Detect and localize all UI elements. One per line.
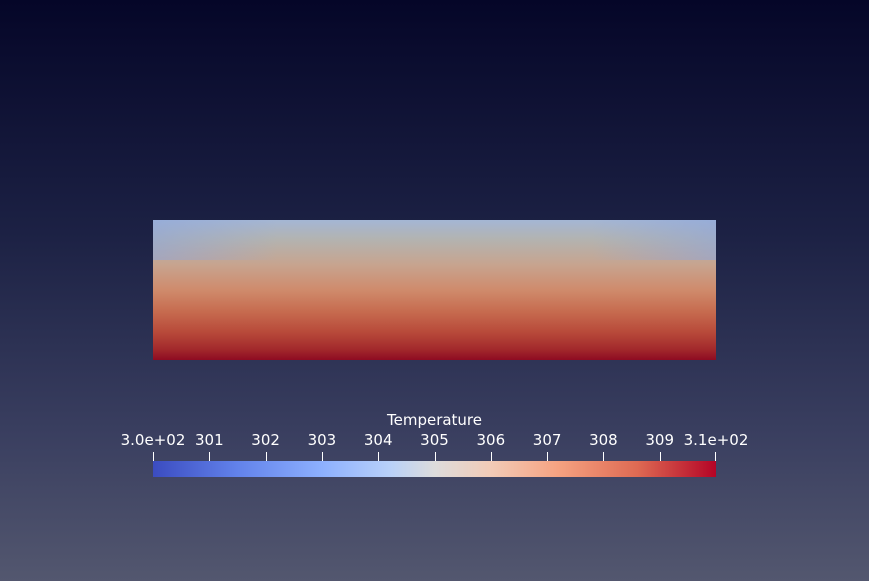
temperature-field-slab — [153, 220, 716, 360]
colorbar-title: Temperature — [386, 411, 483, 429]
colorbar-tick-mark — [266, 452, 267, 463]
colorbar-tick-mark — [153, 452, 154, 463]
colorbar-tick-label: 309 — [645, 431, 675, 449]
colorbar-tick-label: 303 — [307, 431, 337, 449]
colorbar-tick-label: 305 — [420, 431, 449, 449]
colorbar-tick-mark — [209, 452, 210, 463]
colorbar-tick-mark — [660, 452, 661, 463]
colorbar-tick-mark — [603, 452, 604, 463]
colorbar — [153, 461, 716, 477]
colorbar-tick-label: 301 — [194, 431, 224, 449]
colorbar-tick-label: 306 — [476, 431, 506, 449]
colorbar-tick-mark — [547, 452, 548, 463]
colorbar-tick-mark — [715, 452, 716, 463]
colorbar-tick-mark — [322, 452, 323, 463]
colorbar-tick-label: 3.0e+02 — [120, 431, 186, 449]
colorbar-tick-label: 308 — [589, 431, 618, 449]
colorbar-tick-label: 304 — [363, 431, 393, 449]
colorbar-tick-mark — [491, 452, 492, 463]
colorbar-tick-label: 302 — [251, 431, 280, 449]
colorbar-tick-label: 3.1e+02 — [683, 431, 749, 449]
colorbar-tick-mark — [435, 452, 436, 463]
colorbar-tick-mark — [378, 452, 379, 463]
colorbar-tick-label: 307 — [532, 431, 562, 449]
